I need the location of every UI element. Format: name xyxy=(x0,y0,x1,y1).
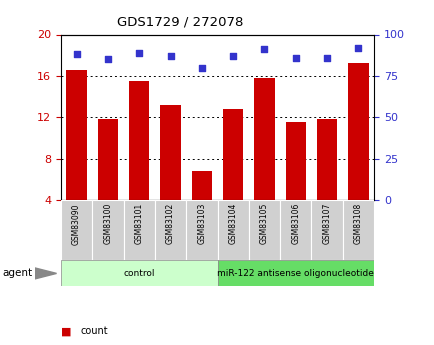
Text: GSM83108: GSM83108 xyxy=(353,203,362,244)
Bar xyxy=(342,200,373,260)
Bar xyxy=(248,200,279,260)
Point xyxy=(260,47,267,52)
Text: ■: ■ xyxy=(61,326,71,336)
Bar xyxy=(61,200,92,260)
Bar xyxy=(217,200,248,260)
Text: GSM83104: GSM83104 xyxy=(228,203,237,245)
Bar xyxy=(92,200,123,260)
Text: GSM83102: GSM83102 xyxy=(166,203,174,244)
Point xyxy=(229,53,236,59)
Bar xyxy=(129,81,149,200)
Bar xyxy=(217,260,373,286)
Bar xyxy=(316,119,336,200)
Point xyxy=(73,52,80,57)
Point xyxy=(167,53,174,59)
Text: GSM83090: GSM83090 xyxy=(72,203,81,245)
Bar xyxy=(186,200,217,260)
Bar xyxy=(191,171,211,200)
Text: GDS1729 / 272078: GDS1729 / 272078 xyxy=(117,16,243,29)
Text: GSM83100: GSM83100 xyxy=(103,203,112,245)
Text: miR-122 antisense oligonucleotide: miR-122 antisense oligonucleotide xyxy=(217,269,373,278)
Bar xyxy=(61,260,217,286)
Text: GSM83103: GSM83103 xyxy=(197,203,206,245)
Bar xyxy=(98,119,118,200)
Point xyxy=(198,65,205,70)
Point xyxy=(323,55,330,60)
Bar xyxy=(254,78,274,200)
Point xyxy=(104,57,111,62)
Point xyxy=(354,45,361,50)
Text: count: count xyxy=(80,326,108,336)
Bar xyxy=(160,105,180,200)
Bar xyxy=(311,200,342,260)
Text: GSM83101: GSM83101 xyxy=(135,203,143,244)
Bar xyxy=(279,200,311,260)
Text: GSM83105: GSM83105 xyxy=(260,203,268,245)
Point xyxy=(292,55,299,60)
Text: GSM83106: GSM83106 xyxy=(291,203,299,245)
Bar xyxy=(348,63,368,200)
Bar xyxy=(155,200,186,260)
Bar xyxy=(223,109,243,200)
Point xyxy=(135,50,142,56)
Text: GSM83107: GSM83107 xyxy=(322,203,331,245)
Bar xyxy=(123,200,155,260)
Polygon shape xyxy=(35,268,56,279)
Bar xyxy=(66,70,86,200)
Text: control: control xyxy=(123,269,155,278)
Text: agent: agent xyxy=(2,268,32,278)
Bar xyxy=(285,122,305,200)
